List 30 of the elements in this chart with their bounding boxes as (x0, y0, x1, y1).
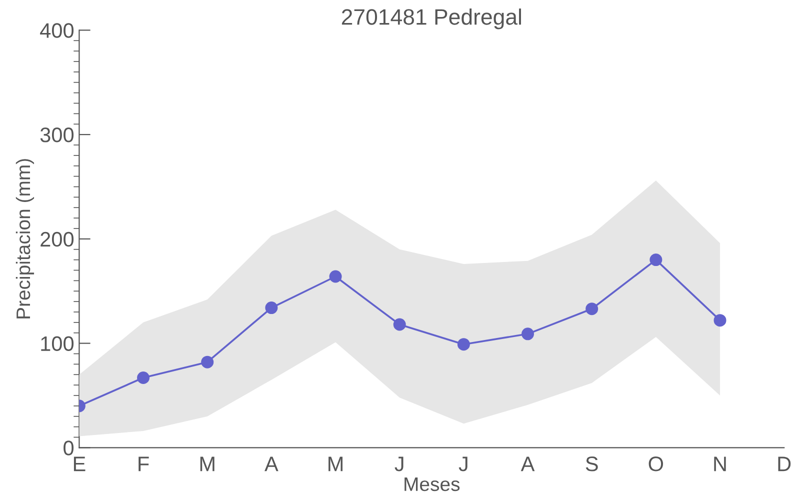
x-tick-label: S (586, 456, 598, 472)
y-tick-label: 300 (40, 128, 74, 142)
point (329, 270, 342, 283)
y-axis-title: Precipitacion (mm) (16, 159, 34, 318)
x-tick-label: J (394, 456, 404, 472)
x-tick-label: M (328, 456, 342, 472)
y-tick-label: 200 (40, 232, 74, 247)
x-tick-label: N (714, 456, 726, 472)
x-tick-label: O (648, 456, 664, 472)
point (265, 302, 278, 314)
x-tick-label: M (200, 456, 214, 472)
point (522, 328, 534, 340)
chart-title: 2701481 Pedregal (342, 8, 521, 30)
point (137, 371, 150, 384)
x-tick-label: F (138, 456, 149, 472)
x-tick-label: A (520, 456, 535, 472)
x-tick-label: E (74, 456, 86, 472)
x-tick-label: D (778, 456, 791, 472)
y-tick-label: 400 (40, 23, 74, 38)
x-tick-label: A (264, 456, 278, 472)
x-axis-title: Meses (404, 478, 460, 492)
point (586, 302, 598, 316)
point (714, 314, 726, 327)
y-tick-label: 100 (41, 336, 74, 352)
point (457, 338, 470, 351)
point (650, 254, 662, 266)
x-tick-label: J (458, 456, 468, 472)
point (201, 356, 214, 368)
y-tick-label: 0 (64, 440, 74, 456)
point (393, 318, 406, 331)
